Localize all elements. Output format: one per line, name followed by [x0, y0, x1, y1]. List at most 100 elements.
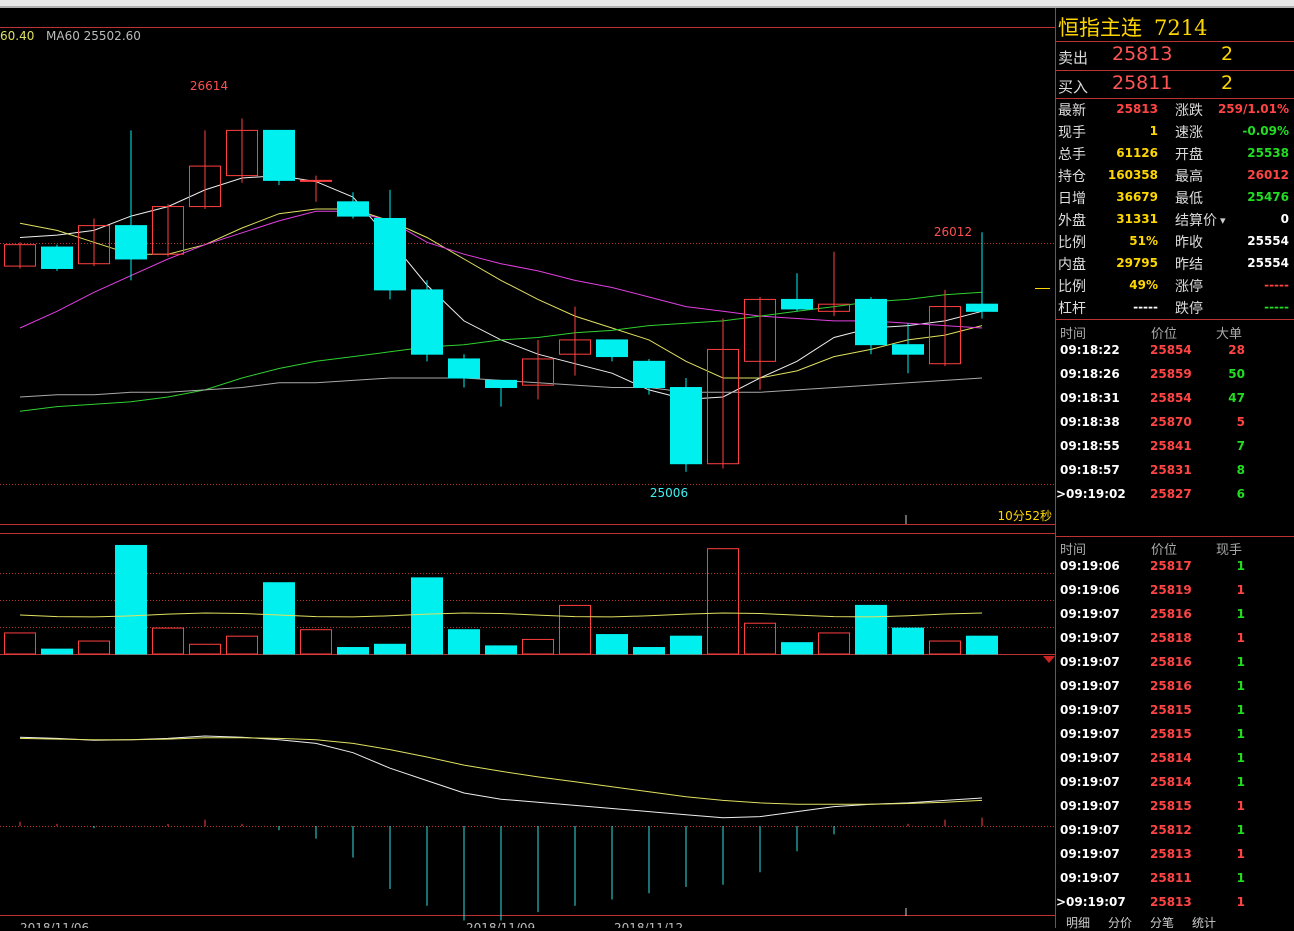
table-row[interactable]: 09:19:07 25816 1 — [1056, 679, 1294, 703]
candle-body — [966, 303, 998, 312]
table-row[interactable]: 09:19:07 25815 1 — [1056, 703, 1294, 727]
row-time: 09:19:07 — [1060, 631, 1120, 645]
candle-body — [522, 358, 554, 386]
stat-value: 25554 — [1247, 234, 1289, 248]
table-row[interactable]: 09:19:07 25814 1 — [1056, 751, 1294, 775]
table-row[interactable]: 09:18:26 25859 50 — [1056, 367, 1294, 391]
row-price: 25854 — [1150, 343, 1192, 357]
row-time: >09:19:07 — [1056, 895, 1126, 909]
stat-label: 比例 — [1058, 235, 1086, 251]
stat-value: 61126 — [1116, 146, 1158, 160]
last-high-annotation: 26012 — [934, 225, 972, 239]
row-price: 25859 — [1150, 367, 1192, 381]
row-size: 28 — [1228, 343, 1245, 357]
stat-label: 现手 — [1058, 125, 1086, 141]
tab-3[interactable]: 统计 — [1192, 916, 1217, 930]
table-row[interactable]: 09:18:57 25831 8 — [1056, 463, 1294, 487]
stat-value: 160358 — [1107, 168, 1158, 182]
sell-row[interactable]: 卖出 25813 2 — [1056, 43, 1294, 69]
row-time: 09:19:07 — [1060, 847, 1120, 861]
buy-row[interactable]: 买入 25811 2 — [1056, 72, 1294, 98]
volume-bar — [633, 647, 665, 655]
table-row[interactable]: >09:19:07 25813 1 — [1056, 895, 1294, 919]
table-row[interactable]: 09:18:31 25854 47 — [1056, 391, 1294, 415]
candle-body — [744, 298, 776, 362]
tab-0[interactable]: 明细 — [1066, 916, 1091, 930]
table-row[interactable]: 09:19:06 25819 1 — [1056, 583, 1294, 607]
row-time: 09:18:57 — [1060, 463, 1120, 477]
row-time: >09:19:02 — [1056, 487, 1126, 501]
candle-body — [707, 348, 739, 465]
row-price: 25831 — [1150, 463, 1192, 477]
row-time: 09:19:06 — [1060, 559, 1120, 573]
stat-label: 速涨 — [1175, 125, 1203, 141]
kline-chart[interactable]: 26614 25006 26012 60.40 MA60 25502.60 10分52秒 2… — [0, 0, 1055, 928]
low-annotation: 25006 — [650, 486, 688, 500]
table-row[interactable]: 09:19:07 25813 1 — [1056, 847, 1294, 871]
stat-value: ----- — [1264, 300, 1289, 314]
row-price: 25816 — [1150, 607, 1192, 621]
table-row[interactable]: 09:19:07 25818 1 — [1056, 631, 1294, 655]
volume-bar — [744, 622, 776, 655]
candle-body — [152, 206, 184, 255]
row-size: 1 — [1236, 727, 1245, 741]
tab-1[interactable]: 分价 — [1108, 916, 1133, 930]
buy-volume: 2 — [1221, 72, 1234, 94]
table-row[interactable]: 09:19:07 25815 1 — [1056, 727, 1294, 751]
row-time: 09:19:07 — [1060, 703, 1120, 717]
table-row[interactable]: 09:19:07 25815 1 — [1056, 799, 1294, 823]
volume-bar — [41, 648, 73, 655]
candle-body — [226, 129, 258, 177]
stat-label: 总手 — [1058, 147, 1086, 163]
row-price: 25841 — [1150, 439, 1192, 453]
table-row[interactable]: 09:19:06 25817 1 — [1056, 559, 1294, 583]
row-time: 09:19:07 — [1060, 823, 1120, 837]
candle-body — [263, 129, 295, 181]
stat-label: 杠杆 — [1058, 301, 1086, 317]
divider — [1056, 70, 1294, 71]
volume-bar — [411, 577, 443, 655]
table-row[interactable]: 09:19:07 25816 1 — [1056, 607, 1294, 631]
volume-bar — [522, 638, 554, 655]
candle-body — [559, 339, 591, 355]
table-row[interactable]: 09:19:07 25811 1 — [1056, 871, 1294, 895]
stat-value: 25554 — [1247, 256, 1289, 270]
stat-label: 涨跌 — [1175, 103, 1203, 119]
divider — [1056, 319, 1294, 320]
table-row[interactable]: 09:18:55 25841 7 — [1056, 439, 1294, 463]
x-tick-label: 2018/11/06 — [20, 921, 89, 928]
window-top-line — [0, 6, 1294, 8]
row-size: 1 — [1236, 751, 1245, 765]
volume-bar — [115, 544, 147, 655]
ma-line-yellow — [19, 208, 983, 379]
table-row[interactable]: >09:19:02 25827 6 — [1056, 487, 1294, 511]
divider — [1056, 98, 1294, 99]
row-size: 1 — [1236, 799, 1245, 813]
volume-bar — [337, 647, 369, 655]
volume-bar — [263, 582, 295, 655]
volume-bar — [559, 604, 591, 655]
volume-bar — [374, 643, 406, 655]
row-size: 1 — [1236, 895, 1245, 909]
volume-bar — [707, 548, 739, 655]
volume-bar — [189, 643, 221, 655]
candle-body — [633, 360, 665, 389]
chevron-down-icon[interactable]: ▾ — [1220, 214, 1226, 227]
tab-2[interactable]: 分笔 — [1150, 916, 1175, 930]
stat-label: 最新 — [1058, 103, 1086, 119]
ma-line-green — [19, 291, 983, 412]
volume-bar — [929, 640, 961, 655]
table-row[interactable]: 09:19:07 25812 1 — [1056, 823, 1294, 847]
table-row[interactable]: 09:19:07 25816 1 — [1056, 655, 1294, 679]
candle-body — [670, 387, 702, 465]
table-row[interactable]: 09:18:22 25854 28 — [1056, 343, 1294, 367]
stat-value: 259/1.01% — [1217, 102, 1289, 116]
table-row[interactable]: 09:19:07 25814 1 — [1056, 775, 1294, 799]
candle-body — [337, 201, 369, 217]
candle-body — [485, 379, 517, 389]
stat-label: 涨停 — [1175, 279, 1203, 295]
stat-label: 昨收 — [1175, 235, 1203, 251]
candle-body — [818, 303, 850, 312]
table-row[interactable]: 09:18:38 25870 5 — [1056, 415, 1294, 439]
row-size: 1 — [1236, 559, 1245, 573]
